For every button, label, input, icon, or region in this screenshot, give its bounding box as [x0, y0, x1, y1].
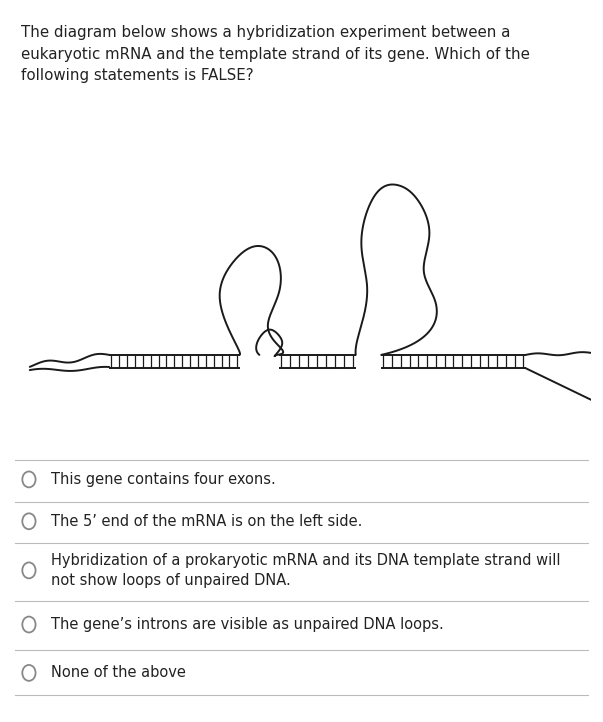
- Text: The gene’s introns are visible as unpaired DNA loops.: The gene’s introns are visible as unpair…: [51, 617, 444, 632]
- Text: The 5’ end of the mRNA is on the left side.: The 5’ end of the mRNA is on the left si…: [51, 514, 362, 529]
- Text: The diagram below shows a hybridization experiment between a
eukaryotic mRNA and: The diagram below shows a hybridization …: [21, 25, 530, 84]
- Text: This gene contains four exons.: This gene contains four exons.: [51, 472, 276, 487]
- Text: None of the above: None of the above: [51, 666, 186, 680]
- Text: Hybridization of a prokaryotic mRNA and its DNA template strand will
not show lo: Hybridization of a prokaryotic mRNA and …: [51, 552, 561, 588]
